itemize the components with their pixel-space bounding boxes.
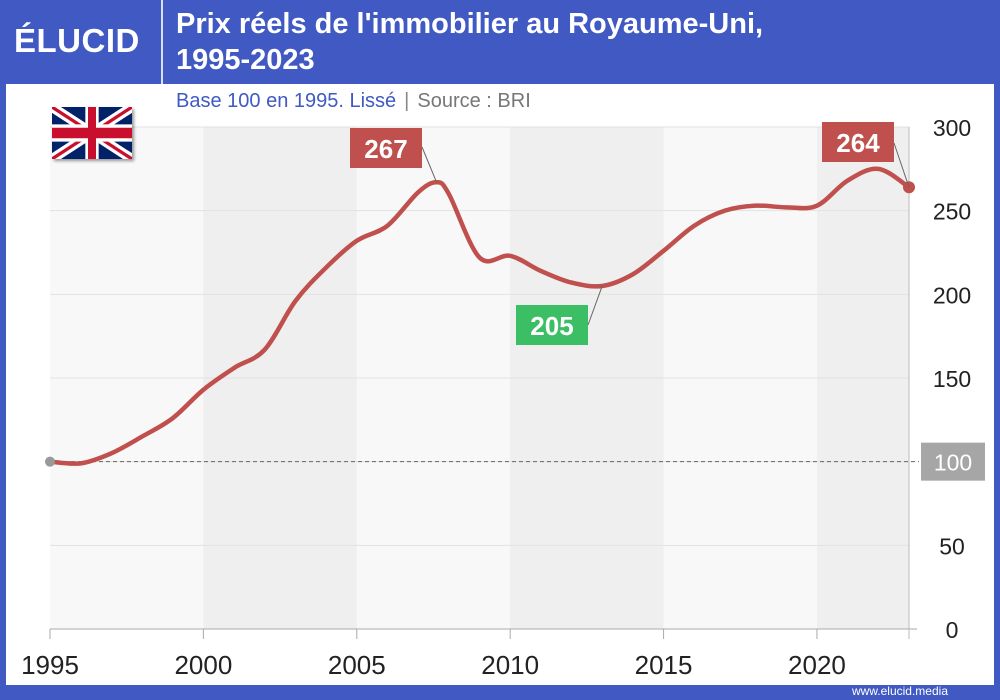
peak-leader [421, 146, 438, 183]
title-line-1: Prix réels de l'immobilier au Royaume-Un… [176, 8, 764, 40]
series-line [47, 166, 912, 466]
elucid-logo: ÉLUCID [14, 22, 140, 59]
subtitle-text: Base 100 en 1995. Lissé [176, 90, 397, 112]
uk-flag-icon [52, 107, 132, 159]
x-tick-label: 2000 [174, 650, 232, 680]
low-label: 205 [530, 311, 573, 341]
y-tick-label: 250 [933, 199, 971, 225]
subtitle: Base 100 en 1995. Lissé | Source : BRI [176, 90, 531, 113]
x-tick-label: 2010 [481, 650, 539, 680]
source-text: Source : BRI [417, 90, 531, 112]
y-tick-label: 0 [946, 617, 959, 643]
last-label: 264 [836, 128, 880, 158]
header: ÉLUCID Prix réels de l'immobilier au Roy… [0, 0, 1000, 84]
peak-label-box [350, 128, 422, 168]
y-tick-label: 50 [939, 533, 965, 559]
subtitle-separator: | [404, 90, 410, 112]
last-leader [893, 142, 910, 188]
start-point [45, 456, 55, 467]
y-tick-label: 300 [933, 115, 971, 141]
y-tick-label: 200 [933, 282, 971, 308]
baseline-label-box [921, 442, 985, 481]
last-label-box [822, 122, 894, 162]
peak-label: 267 [364, 134, 407, 164]
x-tick-label: 2015 [635, 650, 693, 680]
header-divider [161, 0, 163, 84]
y-tick-label: 150 [933, 366, 971, 392]
footer-url[interactable]: www.elucid.media [851, 684, 948, 698]
baseline-label: 100 [934, 450, 972, 476]
title-line-2: 1995-2023 [176, 44, 315, 76]
x-tick-label: 2005 [328, 650, 386, 680]
chart-title: Prix réels de l'immobilier au Royaume-Un… [176, 6, 976, 78]
low-leader [587, 285, 603, 326]
low-label-box [516, 305, 588, 345]
x-tick-label: 2020 [788, 650, 846, 680]
x-tick-label: 1995 [21, 650, 79, 680]
